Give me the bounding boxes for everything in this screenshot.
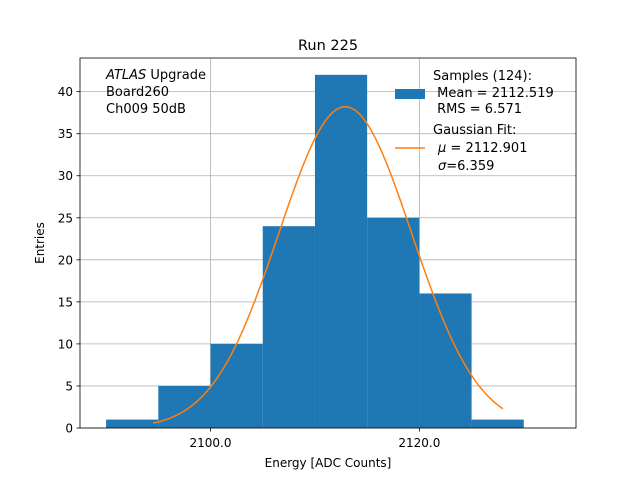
chart-title: Run 225 <box>298 38 358 54</box>
y-tick-label: 0 <box>65 422 73 436</box>
y-tick-label: 30 <box>58 169 73 183</box>
legend: Samples (124): Mean = 2112.519 RMS = 6.5… <box>395 69 554 174</box>
y-tick-label: 35 <box>58 127 73 141</box>
x-axis-label: Energy [ADC Counts] <box>265 456 392 470</box>
histogram-bar <box>158 385 211 428</box>
annotation-rest: Upgrade <box>146 68 206 83</box>
plot-frame <box>79 57 577 429</box>
axis-ticks: 0 5 10 15 20 25 30 35 40 2100.0 2120.0 <box>58 85 441 450</box>
histogram-bar <box>210 343 263 428</box>
histogram-bar <box>419 293 472 428</box>
x-tick-label: 2100.0 <box>190 436 232 450</box>
gaussian-fit-curve <box>152 106 504 424</box>
annotation-italic: ATLAS <box>105 68 146 83</box>
legend-sigma-value: =6.359 <box>446 159 494 174</box>
legend-sigma-symbol: σ <box>438 159 447 174</box>
annotation-line-1: ATLAS Upgrade <box>105 68 206 83</box>
y-tick-label: 40 <box>58 85 73 99</box>
legend-mu-symbol: μ <box>437 141 446 156</box>
y-axis-label: Entries <box>33 222 47 264</box>
legend-fit-sigma: σ=6.359 <box>438 159 494 174</box>
histogram-bars <box>106 74 524 429</box>
y-tick-label: 20 <box>58 253 73 267</box>
x-tick-label: 2120.0 <box>398 436 440 450</box>
histogram-bar <box>106 419 159 428</box>
legend-samples-swatch <box>395 89 425 99</box>
legend-mu-value: = 2112.901 <box>446 141 527 156</box>
legend-samples-rms: RMS = 6.571 <box>433 102 522 117</box>
y-tick-label: 10 <box>58 337 73 351</box>
annotation-line-3: Ch009 50dB <box>106 102 186 117</box>
gaussian-fit <box>152 106 504 424</box>
annotation-line-2: Board260 <box>106 85 169 100</box>
legend-fit-mu: μ = 2112.901 <box>437 141 527 156</box>
legend-fit-title: Gaussian Fit: <box>433 123 516 138</box>
histogram-bar <box>314 74 368 429</box>
y-tick-label: 5 <box>65 379 73 393</box>
histogram-bar <box>471 419 524 428</box>
legend-samples-title: Samples (124): <box>433 69 532 84</box>
y-tick-label: 15 <box>58 295 73 309</box>
legend-samples-mean: Mean = 2112.519 <box>433 86 554 101</box>
annotation: ATLAS Upgrade Board260 Ch009 50dB <box>105 68 206 117</box>
y-tick-label: 25 <box>58 211 73 225</box>
histogram-bar <box>367 217 420 428</box>
histogram-bar <box>262 226 315 428</box>
